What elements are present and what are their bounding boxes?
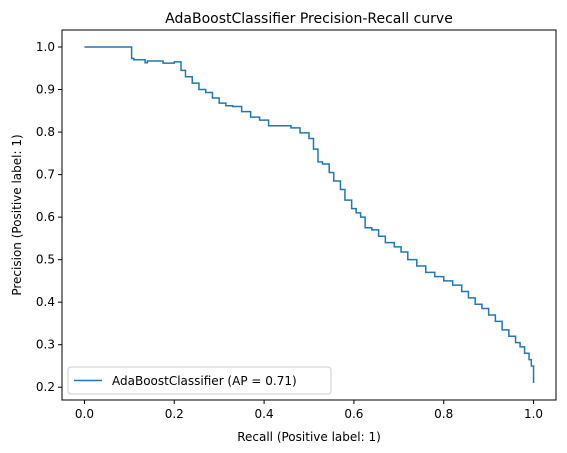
x-tick-label: 0.8 — [434, 407, 453, 421]
x-tick-label: 0.0 — [75, 407, 94, 421]
y-tick-label: 1.0 — [36, 40, 55, 54]
y-tick-label: 0.6 — [36, 210, 55, 224]
x-tick-label: 1.0 — [524, 407, 543, 421]
x-tick-label: 0.4 — [255, 407, 274, 421]
legend: AdaBoostClassifier (AP = 0.71) — [67, 366, 332, 395]
y-tick-label: 0.9 — [36, 83, 55, 97]
y-axis-label: Precision (Positive label: 1) — [10, 134, 24, 295]
x-axis-label: Recall (Positive label: 1) — [237, 430, 381, 444]
y-tick-label: 0.5 — [36, 253, 55, 267]
x-tick-label: 0.2 — [165, 407, 184, 421]
y-tick-label: 0.2 — [36, 380, 55, 394]
y-tick-label: 0.3 — [36, 338, 55, 352]
y-tick-label: 0.7 — [36, 168, 55, 182]
chart-title: AdaBoostClassifier Precision-Recall curv… — [165, 11, 453, 27]
y-tick-label: 0.4 — [36, 295, 55, 309]
y-tick-label: 0.8 — [36, 125, 55, 139]
axes-frame — [61, 29, 557, 401]
y-axis-ticks: 0.2 0.3 0.4 0.5 0.6 0.7 0.8 0.9 1.0 — [36, 40, 62, 394]
x-axis-ticks: 0.0 0.2 0.4 0.6 0.8 1.0 — [75, 400, 543, 421]
pr-curve-series-0 — [84, 46, 535, 383]
x-tick-label: 0.6 — [344, 407, 363, 421]
plot-area — [84, 46, 535, 383]
legend-entry-label: AdaBoostClassifier (AP = 0.71) — [112, 374, 297, 388]
legend-box — [67, 366, 332, 395]
